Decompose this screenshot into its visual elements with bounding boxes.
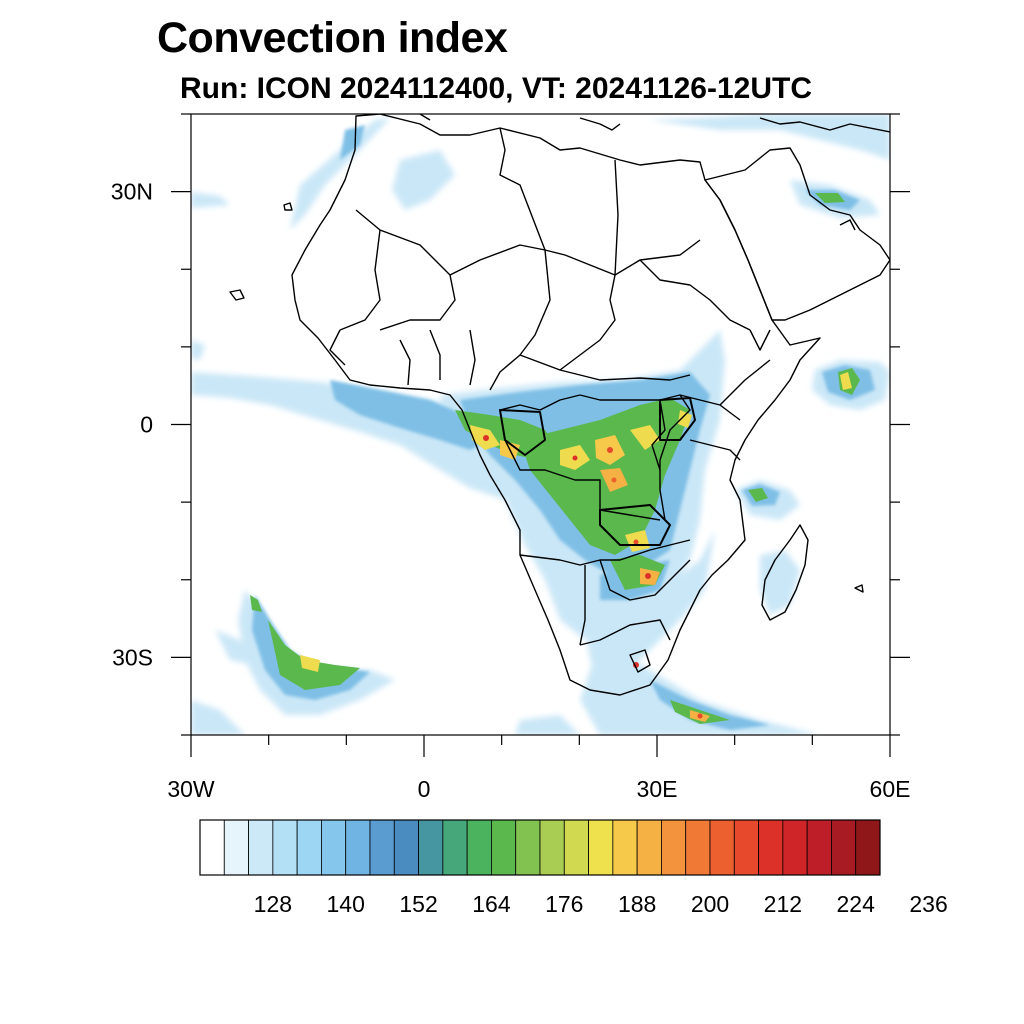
colorbar-swatch [296, 819, 322, 876]
colorbar-swatch [733, 819, 759, 876]
colorbar-label: 128 [254, 891, 292, 917]
colorbar-swatch [491, 819, 517, 876]
colorbar-swatch [758, 819, 784, 876]
colorbar-swatch [442, 819, 468, 876]
lon-tick-label: 60E [870, 776, 911, 802]
colorbar-swatch [369, 819, 395, 876]
colorbar-swatch [345, 819, 371, 876]
colorbar-swatch [539, 819, 565, 876]
coastlines-and-borders [229, 114, 890, 696]
colorbar: 128 140 152 164 176 188 200 212 224 236 [199, 819, 948, 917]
colorbar-label: 224 [837, 891, 876, 917]
colorbar-label: 200 [691, 891, 729, 917]
colorbar-swatch [661, 819, 687, 876]
colorbar-label: 164 [472, 891, 511, 917]
colorbar-label: 236 [909, 891, 947, 917]
map-plot-area [191, 114, 890, 735]
field-red [483, 435, 703, 719]
africa-coastline [291, 114, 821, 696]
lat-tick-label: 0 [140, 412, 153, 438]
colorbar-swatch [248, 819, 274, 876]
madagascar-coastline [761, 524, 809, 621]
colorbar-swatch [563, 819, 589, 876]
colorbar-swatch [709, 819, 735, 876]
colorbar-swatch [466, 819, 492, 876]
colorbar-label: 140 [327, 891, 365, 917]
colorbar-swatch [515, 819, 541, 876]
colorbar-label: 212 [764, 891, 802, 917]
colorbar-swatch [223, 819, 249, 876]
colorbar-frame [199, 819, 881, 876]
colorbar-swatch [272, 819, 298, 876]
colorbar-swatch [418, 819, 444, 876]
arabia-coastline [704, 147, 890, 321]
colorbar-swatch [588, 819, 614, 876]
lat-tick-label: 30S [112, 644, 153, 670]
colorbar-swatch [636, 819, 662, 876]
colorbar-swatch [321, 819, 347, 876]
lon-tick-label: 30E [637, 776, 678, 802]
colorbar-label: 152 [399, 891, 437, 917]
colorbar-swatch [831, 819, 857, 876]
lon-tick-label: 30W [167, 776, 215, 802]
lat-tick-label: 30N [111, 179, 153, 205]
chart-subtitle: Run: ICON 2024112400, VT: 20241126-12UTC [180, 72, 813, 105]
colorbar-label: 176 [545, 891, 583, 917]
colorbar-swatch [806, 819, 832, 876]
colorbar-label: 188 [618, 891, 656, 917]
colorbar-swatch [199, 819, 225, 876]
map-axes: 30W 0 30E 60E 30N 0 30S [111, 113, 911, 802]
colorbar-swatch [393, 819, 419, 876]
colorbar-swatch [685, 819, 711, 876]
lon-tick-label: 0 [418, 776, 431, 802]
chart-title: Convection index [157, 14, 508, 62]
colorbar-swatch [855, 819, 881, 876]
colorbar-swatch [782, 819, 808, 876]
colorbar-swatch [612, 819, 638, 876]
